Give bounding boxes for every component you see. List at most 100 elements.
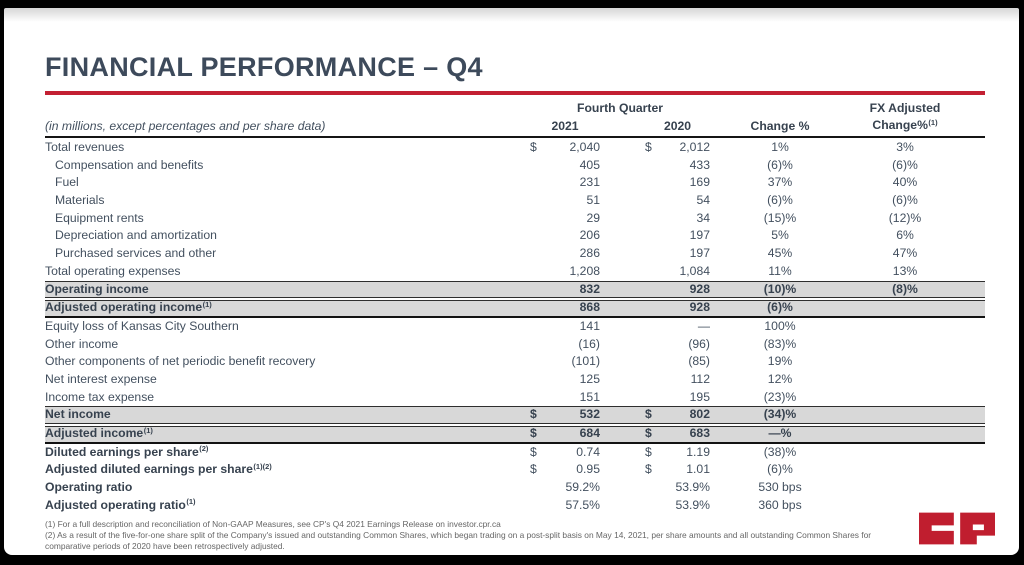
- value-2021: $2,040: [530, 139, 600, 157]
- value-fx-adjusted-change-pct: [825, 301, 985, 316]
- row-label: Operating income: [45, 281, 149, 296]
- value-2020: 197: [689, 246, 710, 261]
- value-2021: $684: [530, 427, 600, 440]
- row-label: Diluted earnings per share(2): [45, 444, 209, 459]
- value-2020: —: [697, 318, 710, 333]
- footnote-marker: (1): [143, 427, 153, 435]
- value-2020: 1,084: [679, 263, 711, 278]
- value-2021: 405: [579, 157, 600, 172]
- column-header-change: Change %: [750, 119, 810, 133]
- footnote-marker: (2): [199, 444, 209, 454]
- table-row: Adjusted diluted earnings per share(1)(2…: [45, 461, 985, 479]
- value-2020: 195: [689, 389, 710, 404]
- table-row: Compensation and benefits 405 433 (6)% (6)%: [45, 157, 985, 175]
- table-row: Adjusted operating income(1) 868 928 (6)%: [45, 300, 985, 318]
- table-caption: (in millions, except percentages and per…: [45, 119, 326, 133]
- value-2021: $532: [530, 407, 600, 422]
- value-2020: $2,012: [600, 139, 710, 157]
- cp-logo-icon: [919, 512, 995, 545]
- value-change-pct: 100%: [764, 318, 796, 333]
- row-label: Materials: [55, 193, 105, 208]
- value-fx-adjusted-change-pct: [825, 336, 985, 354]
- value-fx-adjusted-change-pct: (6)%: [892, 157, 918, 172]
- value-change-pct: 11%: [768, 263, 792, 278]
- footnote-marker: (1)(2): [253, 461, 272, 471]
- table-row: Net interest expense 125 112 12%: [45, 371, 985, 389]
- value-2021: 206: [579, 228, 600, 243]
- value-fx-adjusted-change-pct: [825, 479, 985, 497]
- row-label: Other components of net periodic benefit…: [45, 354, 316, 369]
- value-change-pct: 37%: [767, 175, 793, 190]
- value-fx-adjusted-change-pct: [825, 353, 985, 371]
- value-fx-adjusted-change-pct: [825, 371, 985, 389]
- value-change-pct: (34)%: [763, 407, 797, 422]
- row-label: Operating ratio: [45, 480, 133, 495]
- title-accent-rule: [45, 91, 985, 95]
- table-row: Equity loss of Kansas City Southern 141 — 1…: [45, 318, 985, 336]
- table-row: Equipment rents 29 34 (15)% (12)%: [45, 210, 985, 228]
- value-fx-adjusted-change-pct: (6)%: [892, 193, 918, 208]
- value-2020: $802: [645, 407, 710, 422]
- column-group-header: Fourth Quarter: [577, 101, 663, 115]
- footnote-marker: (1): [186, 497, 196, 507]
- value-2020: 34: [696, 210, 710, 225]
- row-label: Total operating expenses: [45, 263, 181, 278]
- value-change-pct: (10)%: [763, 281, 797, 296]
- dollar-sign: $: [645, 444, 652, 459]
- footnote-1: (1) For a full description and reconcili…: [45, 519, 501, 530]
- table-header-group-row: Fourth Quarter FX Adjusted: [45, 101, 985, 116]
- value-2020: 197: [689, 228, 710, 243]
- row-label: Other income: [45, 336, 119, 351]
- table-row: Operating ratio 59.2% 53.9% 530 bps: [45, 479, 985, 497]
- row-label: Equity loss of Kansas City Southern: [45, 318, 239, 333]
- footnote-marker: (1): [928, 117, 938, 127]
- value-fx-adjusted-change-pct: [825, 461, 985, 479]
- value-fx-adjusted-change-pct: (12)%: [888, 210, 922, 225]
- row-label: Depreciation and amortization: [55, 228, 217, 243]
- value-change-pct: (6)%: [767, 157, 793, 172]
- table-row: Total operating expenses 1,208 1,084 11% 13%: [45, 263, 985, 281]
- footnote-marker: (1): [202, 301, 212, 309]
- column-header-fx-change: Change%(1): [872, 117, 938, 133]
- value-change-pct: (6)%: [767, 193, 793, 208]
- dollar-sign: $: [530, 462, 537, 477]
- header-separator-rule: [45, 135, 985, 138]
- value-2020: 928: [689, 301, 710, 315]
- value-fx-adjusted-change-pct: 3%: [896, 140, 914, 154]
- value-2020: (96): [688, 336, 710, 351]
- value-fx-adjusted-change-pct: 6%: [896, 228, 914, 243]
- row-label: Adjusted operating ratio(1): [45, 497, 196, 512]
- dollar-sign: $: [645, 462, 652, 477]
- value-change-pct: —%: [768, 427, 792, 440]
- dollar-sign: $: [530, 407, 537, 422]
- table-row: Income tax expense 151 195 (23)%: [45, 389, 985, 407]
- value-2021: 125: [579, 371, 600, 386]
- value-2021: 151: [579, 389, 600, 404]
- value-change-pct: 19%: [767, 354, 793, 369]
- row-label: Net income: [45, 407, 111, 422]
- row-label: Purchased services and other: [55, 246, 217, 261]
- table-row: Other components of net periodic benefit…: [45, 353, 985, 371]
- value-fx-adjusted-change-pct: 40%: [892, 175, 918, 190]
- table-row: Depreciation and amortization 206 197 5% 6%: [45, 227, 985, 245]
- column-header-2020: 2020: [663, 119, 692, 133]
- dollar-sign: $: [645, 140, 652, 154]
- row-label: Compensation and benefits: [55, 157, 204, 172]
- table-row: Net income $532 $802 (34)%: [45, 406, 985, 424]
- dollar-sign: $: [530, 427, 537, 440]
- value-change-pct: 1%: [771, 140, 789, 154]
- value-change-pct: (38)%: [763, 444, 797, 459]
- row-label: Adjusted operating income(1): [45, 301, 212, 315]
- value-fx-adjusted-change-pct: [825, 444, 985, 462]
- page-title: FINANCIAL PERFORMANCE – Q4: [45, 52, 483, 82]
- value-fx-adjusted-change-pct: 13%: [892, 263, 918, 278]
- value-2021: 231: [579, 175, 600, 190]
- value-2020: 112: [690, 371, 710, 386]
- value-2021: 141: [579, 318, 600, 333]
- value-change-pct: (23)%: [763, 389, 797, 404]
- slide: FINANCIAL PERFORMANCE – Q4 Fourth Quarte…: [4, 8, 1019, 555]
- value-2020: 433: [689, 157, 710, 172]
- value-2021: (16): [578, 336, 600, 351]
- value-2021: 1,208: [569, 263, 601, 278]
